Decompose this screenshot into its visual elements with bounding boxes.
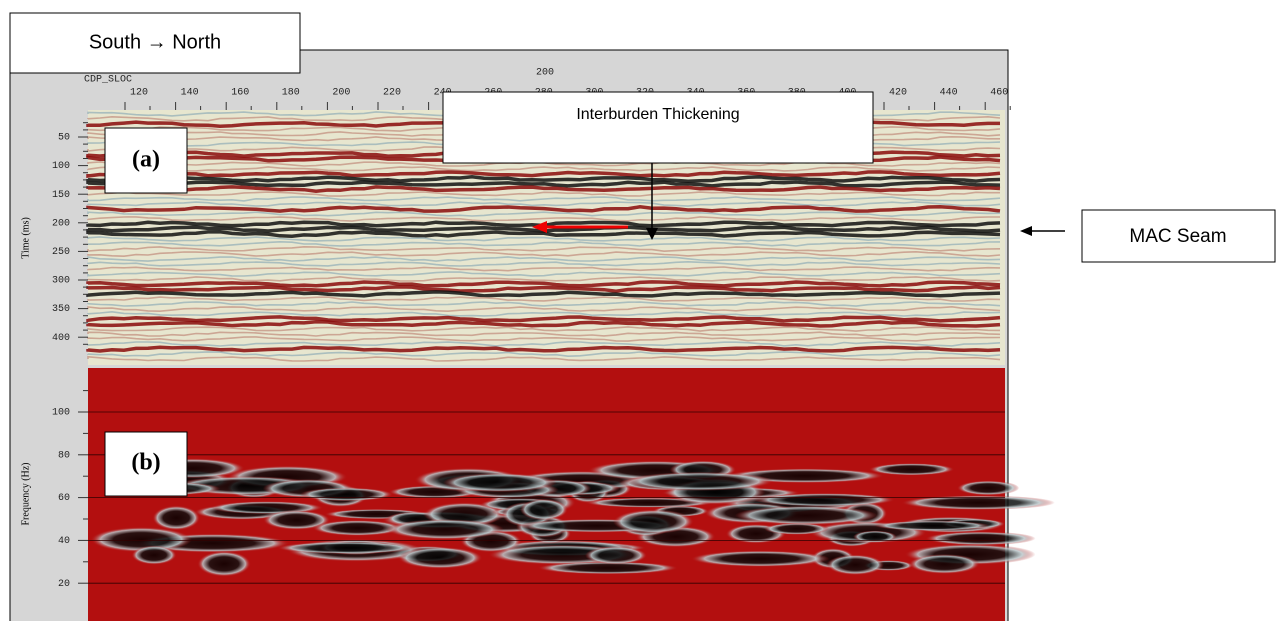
annotation-box <box>443 92 873 163</box>
x-tick-label: 160 <box>231 88 249 99</box>
y-tick-label: 50 <box>58 133 70 144</box>
spectral-blob <box>520 499 568 520</box>
panel-label: (a) <box>132 147 160 173</box>
x-axis-name: CDP_SLOC <box>84 75 132 86</box>
figure: 1201401601802002202402602803003203403603… <box>0 0 1282 621</box>
x-axis-top-label: 200 <box>536 68 554 79</box>
spectral-blob <box>925 531 1035 545</box>
spectral-blob <box>300 488 393 502</box>
panel-label: (b) <box>131 450 160 476</box>
annotation-text: MAC Seam <box>1129 226 1226 247</box>
y-tick-label: 250 <box>52 247 70 258</box>
spectral-blob <box>398 547 483 569</box>
x-tick-label: 460 <box>990 88 1008 99</box>
x-tick-label: 200 <box>332 88 350 99</box>
y-tick-label: 20 <box>58 579 70 590</box>
y-axis-label: Time (ms) <box>20 217 31 259</box>
x-tick-label: 440 <box>940 88 958 99</box>
y-tick-label: 400 <box>52 333 70 344</box>
spectral-blob <box>827 555 884 575</box>
x-tick-label: 220 <box>383 88 401 99</box>
y-tick-label: 350 <box>52 304 70 315</box>
annotation-text: Interburden Thickening <box>576 106 739 123</box>
y-tick-label: 40 <box>58 536 70 547</box>
spectral-blob <box>853 531 897 543</box>
spectral-blob <box>585 546 647 564</box>
spectral-blob <box>152 506 200 531</box>
y-axis-label: Frequency (Hz) <box>20 462 31 525</box>
x-tick-label: 180 <box>282 88 300 99</box>
spectral-blob <box>908 554 979 574</box>
spectral-blob <box>443 473 557 492</box>
y-tick-label: 200 <box>52 218 70 229</box>
spectral-blob <box>132 546 177 565</box>
page: {"title_box": "South → North", "annotati… <box>0 0 1282 621</box>
spectral-blob <box>691 551 830 567</box>
y-tick-label: 300 <box>52 276 70 287</box>
spectral-blob <box>869 463 955 475</box>
spectral-blob <box>754 493 895 507</box>
spectral-blob <box>625 472 773 491</box>
spectral-blob <box>957 481 1019 496</box>
x-tick-label: 120 <box>130 88 148 99</box>
x-tick-label: 420 <box>889 88 907 99</box>
spectral-blob <box>277 542 416 554</box>
spectral-blob <box>874 521 990 531</box>
spectral-blob <box>735 506 878 525</box>
arrow-head <box>1020 226 1032 236</box>
spectral-blob <box>613 509 694 533</box>
spectral-blob <box>386 519 504 539</box>
y-tick-label: 60 <box>58 493 70 504</box>
title-text: South → North <box>89 31 221 53</box>
y-tick-label: 100 <box>52 408 70 419</box>
spectral-blob <box>197 551 250 576</box>
y-tick-label: 150 <box>52 190 70 201</box>
x-tick-label: 140 <box>181 88 199 99</box>
y-tick-label: 100 <box>52 161 70 172</box>
y-tick-label: 80 <box>58 450 70 461</box>
